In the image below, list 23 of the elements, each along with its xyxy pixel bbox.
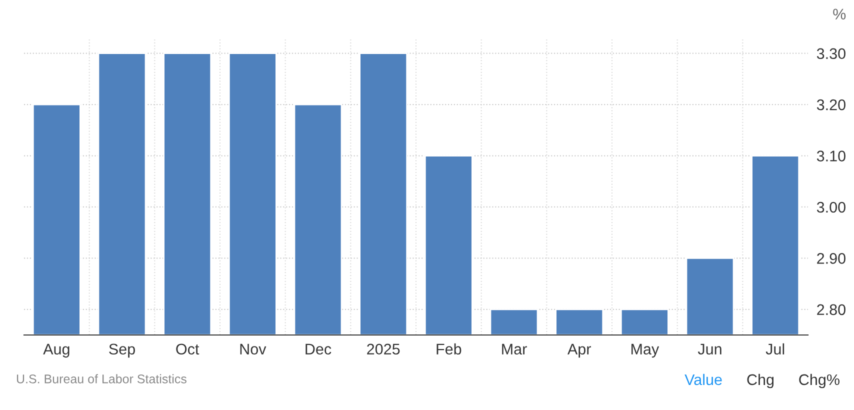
text: U.S. Bureau of Labor Statistics [16, 374, 186, 384]
y-tick-label: 3.00 [816, 202, 846, 213]
y-axis-title: % [833, 8, 846, 20]
y-tick-label: 2.90 [817, 253, 846, 264]
y-tick-label: 3.20 [816, 99, 846, 110]
y-tick-label: 3.10 [816, 150, 846, 162]
x-tick-label: May [631, 344, 660, 358]
x-tick-label: Mar [502, 344, 527, 355]
x-tick-label: Sep [109, 344, 135, 358]
x-tick-label: Apr [567, 344, 591, 358]
x-tick-label: Jun [698, 344, 722, 355]
text: Chg [747, 374, 774, 388]
x-tick-label: 2025 [367, 344, 400, 355]
y-tick-label: 3.30 [816, 48, 846, 60]
y-tick-label: 2.80 [817, 304, 846, 316]
text: Chg% [799, 374, 840, 388]
x-tick-label: Aug [43, 344, 70, 358]
x-tick-label: Oct [176, 344, 200, 355]
x-tick-label: Feb [436, 343, 462, 355]
x-tick-label: Jul [766, 343, 784, 355]
text: Value [684, 374, 722, 386]
x-tick-label: Nov [240, 344, 266, 355]
x-tick-label: Dec [306, 344, 332, 355]
